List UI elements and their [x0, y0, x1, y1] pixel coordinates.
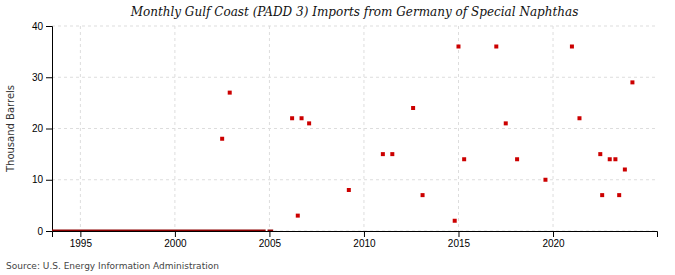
x-axis: 1995 2000 2005 2010 2015 2020: [53, 231, 658, 249]
x-tick: 2010: [353, 231, 376, 249]
scatter-point: [307, 121, 311, 125]
scatter-point: [390, 152, 394, 156]
scatter-point: [504, 121, 508, 125]
scatter-point: [630, 80, 634, 84]
x-tick: 1995: [70, 231, 93, 249]
y-tick-mark: [46, 129, 52, 130]
x-tick-mark: [269, 231, 270, 237]
source-note: Source: U.S. Energy Information Administ…: [6, 261, 219, 271]
scatter-point: [623, 168, 627, 172]
y-tick: 10: [32, 174, 52, 185]
x-tick: 2020: [542, 231, 565, 249]
scatter-point: [220, 137, 224, 141]
line-series: [268, 230, 274, 232]
y-tick: 0: [37, 226, 52, 237]
grid: [52, 26, 657, 231]
grid-line-x: [269, 26, 270, 231]
y-tick: 40: [32, 21, 52, 32]
x-tick-label: 2015: [448, 238, 471, 249]
x-tick-mark: [553, 231, 554, 237]
y-axis: 0 10 20 30 40: [32, 21, 53, 237]
y-tick-label: 10: [32, 174, 44, 185]
y-tick: 20: [32, 123, 52, 134]
y-tick: 30: [32, 72, 52, 83]
chart-container: 1995 2000 2005 2010 2015 2020 0 10 20 30 40 Monthly…: [0, 0, 675, 275]
x-tick-mark: [80, 231, 81, 237]
scatter-point: [608, 157, 612, 161]
y-tick-label: 0: [37, 226, 43, 237]
scatter-series: [220, 45, 634, 223]
y-axis-label: Thousand Barrels: [5, 85, 16, 173]
scatter-point: [613, 157, 617, 161]
chart-title: Monthly Gulf Coast (PADD 3) Imports from…: [130, 5, 579, 19]
x-axis-line: [53, 232, 658, 238]
y-tick-mark: [46, 77, 52, 78]
plot-area: 1995 2000 2005 2010 2015 2020 0 10 20 30 40: [32, 21, 658, 249]
scatter-point: [290, 116, 294, 120]
scatter-point: [543, 178, 547, 182]
y-tick-mark: [46, 231, 52, 232]
grid-line-x: [458, 26, 459, 231]
scatter-point: [515, 157, 519, 161]
grid-line-x: [553, 26, 554, 231]
y-tick-mark: [46, 180, 52, 181]
y-tick-label: 30: [32, 72, 44, 83]
grid-line-y: [52, 179, 657, 180]
x-tick-mark: [458, 231, 459, 237]
line-series: [52, 230, 266, 232]
x-tick-label: 2020: [542, 238, 565, 249]
scatter-point: [381, 152, 385, 156]
x-tick-label: 2010: [353, 238, 376, 249]
x-tick: 2005: [259, 231, 282, 249]
y-axis-line: [46, 27, 53, 232]
scatter-point: [411, 106, 415, 110]
scatter-point: [228, 91, 232, 95]
scatter-point: [296, 214, 300, 218]
y-tick-mark: [46, 26, 52, 27]
scatter-point: [421, 193, 425, 197]
scatter-point: [456, 45, 460, 49]
x-tick-label: 1995: [70, 238, 93, 249]
x-tick-label: 2005: [259, 238, 282, 249]
scatter-point: [600, 193, 604, 197]
y-tick-label: 40: [32, 21, 44, 32]
scatter-point: [577, 116, 581, 120]
grid-line-y: [52, 128, 657, 129]
scatter-point: [570, 45, 574, 49]
x-tick: 2015: [448, 231, 471, 249]
chart-svg: 1995 2000 2005 2010 2015 2020 0 10 20 30 40 Monthly…: [0, 0, 675, 275]
grid-line-x: [363, 26, 364, 231]
marks: [52, 45, 634, 232]
scatter-point: [300, 116, 304, 120]
x-tick: 2000: [164, 231, 187, 249]
scatter-point: [462, 157, 466, 161]
grid-line-y: [52, 26, 657, 27]
scatter-point: [453, 219, 457, 223]
scatter-point: [494, 45, 498, 49]
y-tick-label: 20: [32, 123, 44, 134]
grid-line-y: [52, 77, 657, 78]
x-tick-label: 2000: [164, 238, 187, 249]
scatter-point: [617, 193, 621, 197]
x-tick-mark: [364, 231, 365, 237]
x-tick-mark: [175, 231, 176, 237]
grid-line-x: [80, 26, 81, 231]
scatter-point: [347, 188, 351, 192]
scatter-point: [598, 152, 602, 156]
grid-line-x: [174, 26, 175, 231]
